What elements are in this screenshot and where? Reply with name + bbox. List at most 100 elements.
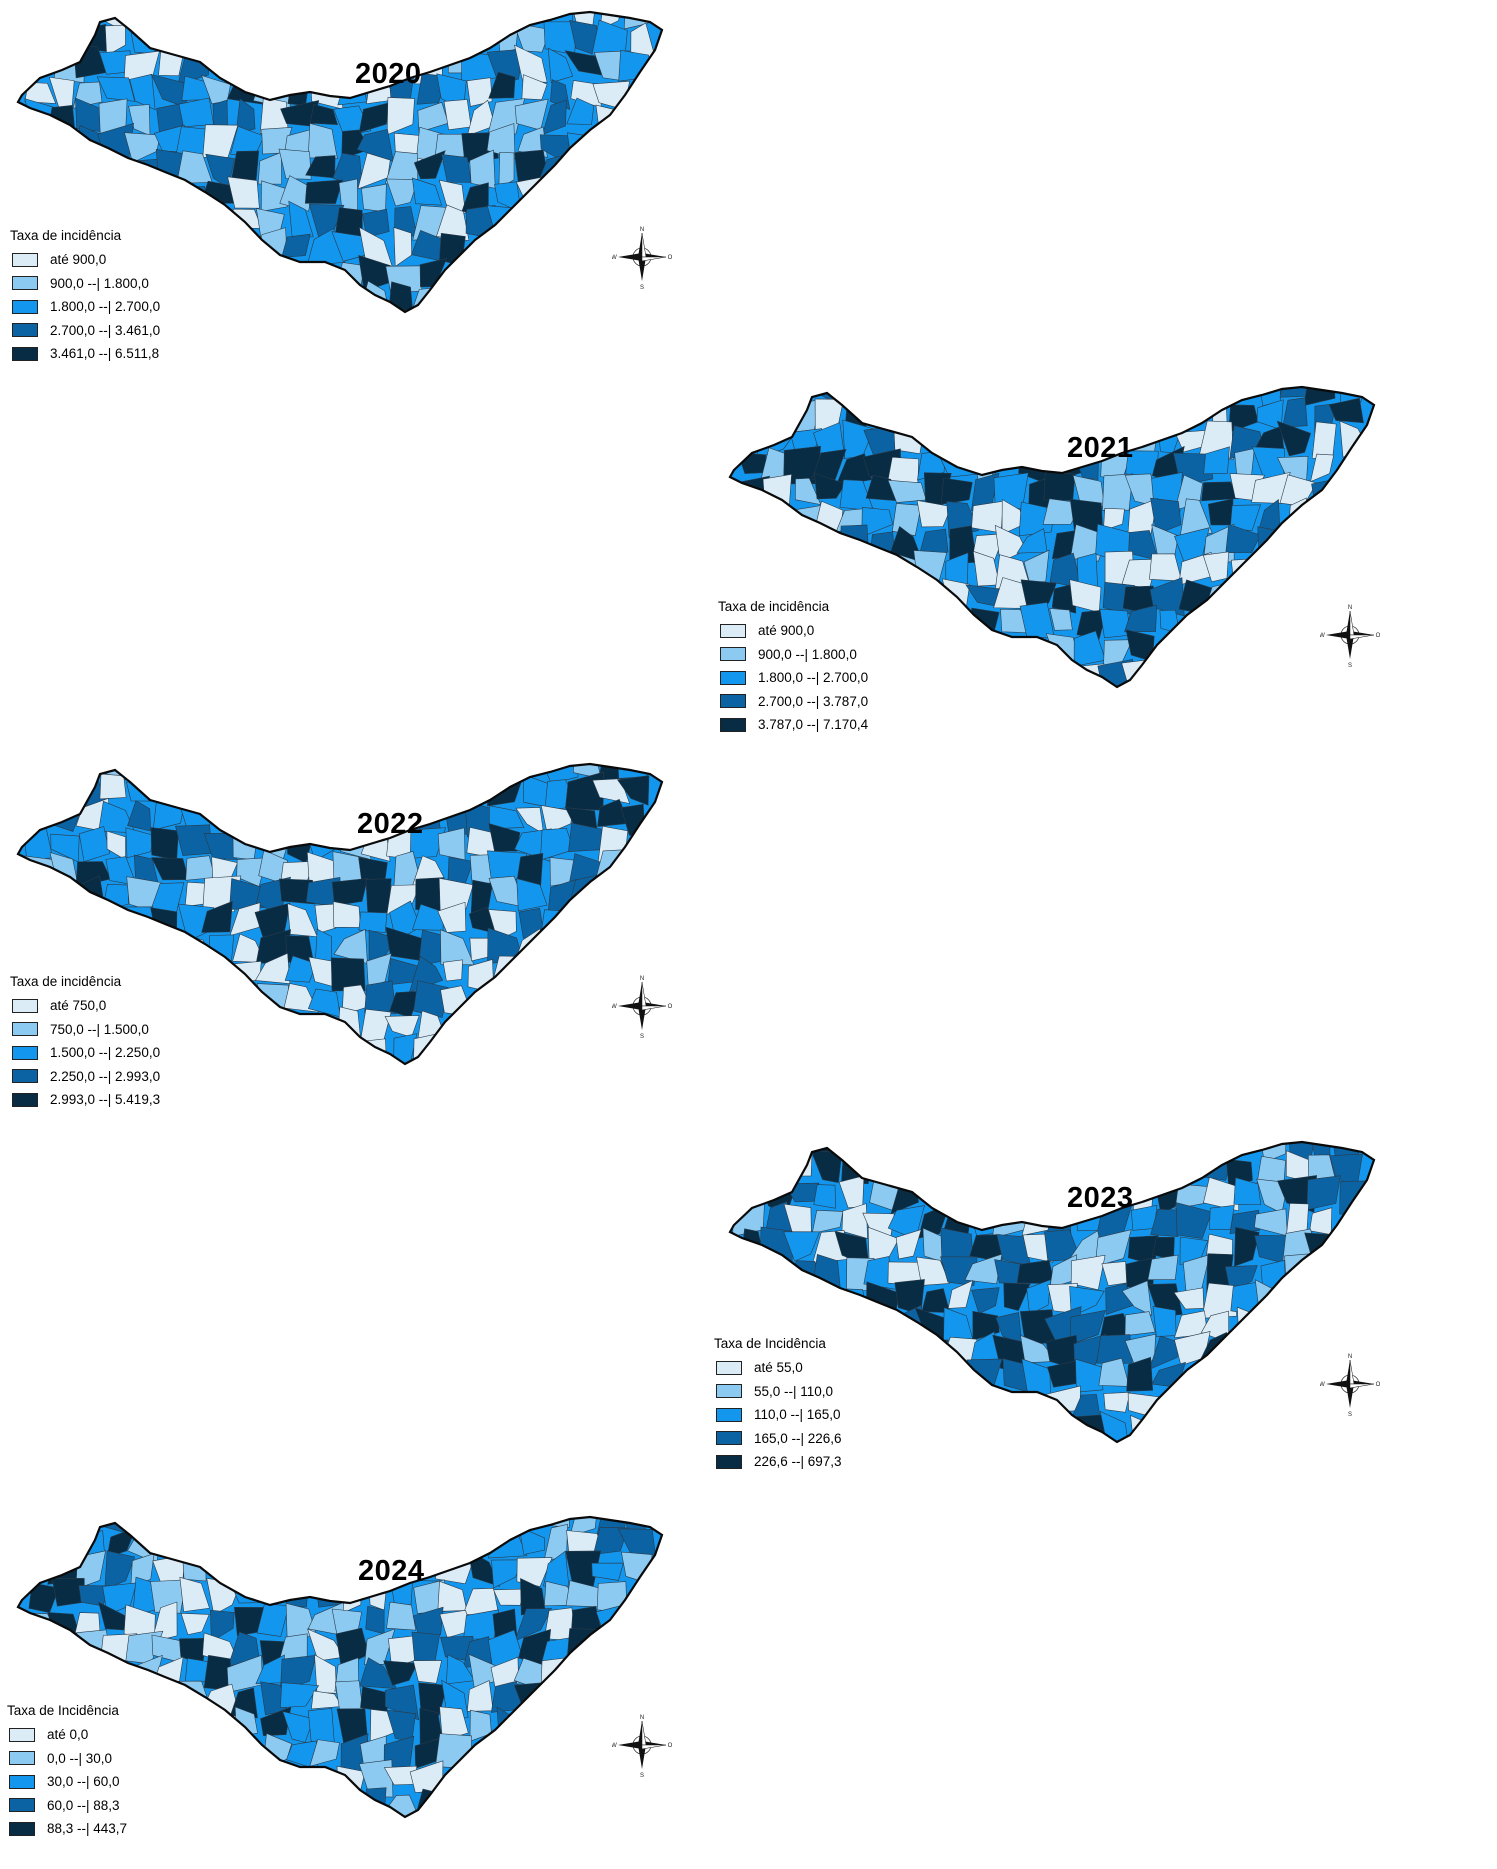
map-panel-2021: 2021 Taxa de incidência até 900,0 900,0 … xyxy=(712,375,1497,755)
legend-label: 3.787,0 --| 7.170,4 xyxy=(758,717,869,733)
municipality-area xyxy=(413,980,450,1018)
municipality-area xyxy=(1070,1254,1106,1291)
legend-swatch xyxy=(720,670,746,685)
legend-item: 1.800,0 --| 2.700,0 xyxy=(10,295,160,319)
municipality-area xyxy=(516,1557,553,1587)
municipality-area xyxy=(365,1605,385,1635)
legend-item: até 900,0 xyxy=(718,619,868,643)
state-map xyxy=(16,10,664,314)
municipality-area xyxy=(361,183,387,213)
municipality-area xyxy=(1179,498,1213,539)
municipality-area xyxy=(78,826,111,863)
municipality-area xyxy=(964,1253,1003,1285)
legend-swatch xyxy=(12,346,38,361)
legend-label: até 55,0 xyxy=(754,1360,803,1376)
municipality-area xyxy=(1026,1279,1052,1315)
municipality-area xyxy=(210,1609,235,1643)
legend-item: 2.700,0 --| 3.787,0 xyxy=(718,690,868,714)
municipality-area xyxy=(331,878,368,907)
compass-label: N xyxy=(1348,1354,1352,1360)
legend-item: 0,0 --| 30,0 xyxy=(7,1747,127,1771)
municipality-area xyxy=(1328,397,1364,424)
legend-swatch xyxy=(12,1045,38,1060)
municipality-area xyxy=(783,505,823,531)
municipality-area xyxy=(364,980,397,1015)
compass-rose-icon: N S W O xyxy=(1320,1354,1380,1416)
legend-item: 60,0 --| 88,3 xyxy=(7,1794,127,1818)
municipality-area xyxy=(916,1256,950,1286)
municipality-area xyxy=(1043,472,1076,501)
municipality-area xyxy=(412,903,444,931)
legend-swatch xyxy=(12,1069,38,1084)
legend-swatch xyxy=(12,323,38,338)
legend-label: 2.700,0 --| 3.787,0 xyxy=(758,693,869,709)
municipality-area xyxy=(201,900,233,933)
municipality-area xyxy=(919,528,949,555)
municipality-area xyxy=(24,81,57,104)
municipality-area xyxy=(1051,583,1077,614)
municipality-area xyxy=(412,177,443,206)
map-year-title: 2023 xyxy=(1067,1182,1134,1214)
legend-item: 30,0 --| 60,0 xyxy=(7,1770,127,1794)
municipality-area xyxy=(178,97,214,128)
municipality-area xyxy=(362,208,390,238)
municipality-area xyxy=(1234,1226,1260,1267)
municipality-area xyxy=(518,1526,546,1555)
municipality-area xyxy=(150,827,179,861)
legend-label: 1.500,0 --| 2.250,0 xyxy=(50,1045,161,1061)
municipality-area xyxy=(330,957,366,992)
municipality-area xyxy=(436,204,470,242)
municipality-area xyxy=(1150,1208,1183,1237)
legend-item: 900,0 --| 1.800,0 xyxy=(718,643,868,667)
legend-label: 60,0 --| 88,3 xyxy=(47,1797,120,1813)
state-border xyxy=(16,1515,664,1819)
municipality-area xyxy=(1229,504,1261,531)
compass-label: O xyxy=(668,255,672,261)
municipality-area xyxy=(868,531,896,564)
municipality-area xyxy=(542,99,567,135)
map-legend: Taxa de Incidência até 0,0 0,0 --| 30,0 … xyxy=(7,1703,127,1841)
municipality-area xyxy=(895,1229,922,1260)
municipality-area xyxy=(1096,1334,1133,1364)
legend-item: até 0,0 xyxy=(7,1723,127,1747)
municipality-area xyxy=(1176,1202,1213,1239)
municipality-area xyxy=(1126,1356,1154,1392)
municipality-area xyxy=(1068,1414,1106,1442)
municipality-area xyxy=(104,24,126,57)
municipality-area xyxy=(1076,609,1108,640)
municipality-area xyxy=(1149,577,1185,617)
legend-swatch xyxy=(12,1022,38,1037)
legend-swatch xyxy=(12,252,38,267)
municipality-area xyxy=(1251,471,1291,504)
municipality-area xyxy=(386,1601,417,1631)
municipality-area xyxy=(307,1707,335,1746)
municipality-area xyxy=(442,959,463,982)
legend-label: 900,0 --| 1.800,0 xyxy=(50,275,149,291)
municipality-area xyxy=(179,1576,210,1613)
municipality-area xyxy=(498,151,515,190)
legend-title: Taxa de Incidência xyxy=(7,1703,119,1718)
municipality-area xyxy=(393,227,413,268)
municipality-area xyxy=(1150,497,1182,535)
compass-label: W xyxy=(1320,1382,1325,1388)
legend-label: 900,0 --| 1.800,0 xyxy=(758,646,857,662)
municipality-area xyxy=(1003,1282,1031,1311)
municipality-area xyxy=(184,186,209,213)
municipality-area xyxy=(1069,1310,1106,1346)
municipality-area xyxy=(314,1654,337,1694)
municipality-area xyxy=(437,901,467,933)
municipality-area xyxy=(493,1588,526,1606)
municipality-area xyxy=(279,175,313,212)
legend-label: 2.700,0 --| 3.461,0 xyxy=(50,322,161,338)
compass-label: N xyxy=(640,1715,644,1721)
municipality-area xyxy=(811,1209,844,1234)
state-map xyxy=(16,1515,664,1819)
map-panel-2024: 2024 Taxa de Incidência até 0,0 0,0 --| … xyxy=(0,1505,800,1869)
municipality-area xyxy=(386,97,415,136)
map-year-title: 2021 xyxy=(1067,432,1134,464)
municipality-area xyxy=(540,1656,579,1689)
municipality-area xyxy=(1304,1232,1341,1265)
municipality-area xyxy=(1049,608,1073,631)
municipality-area xyxy=(1152,1306,1177,1337)
municipality-area xyxy=(279,878,316,905)
